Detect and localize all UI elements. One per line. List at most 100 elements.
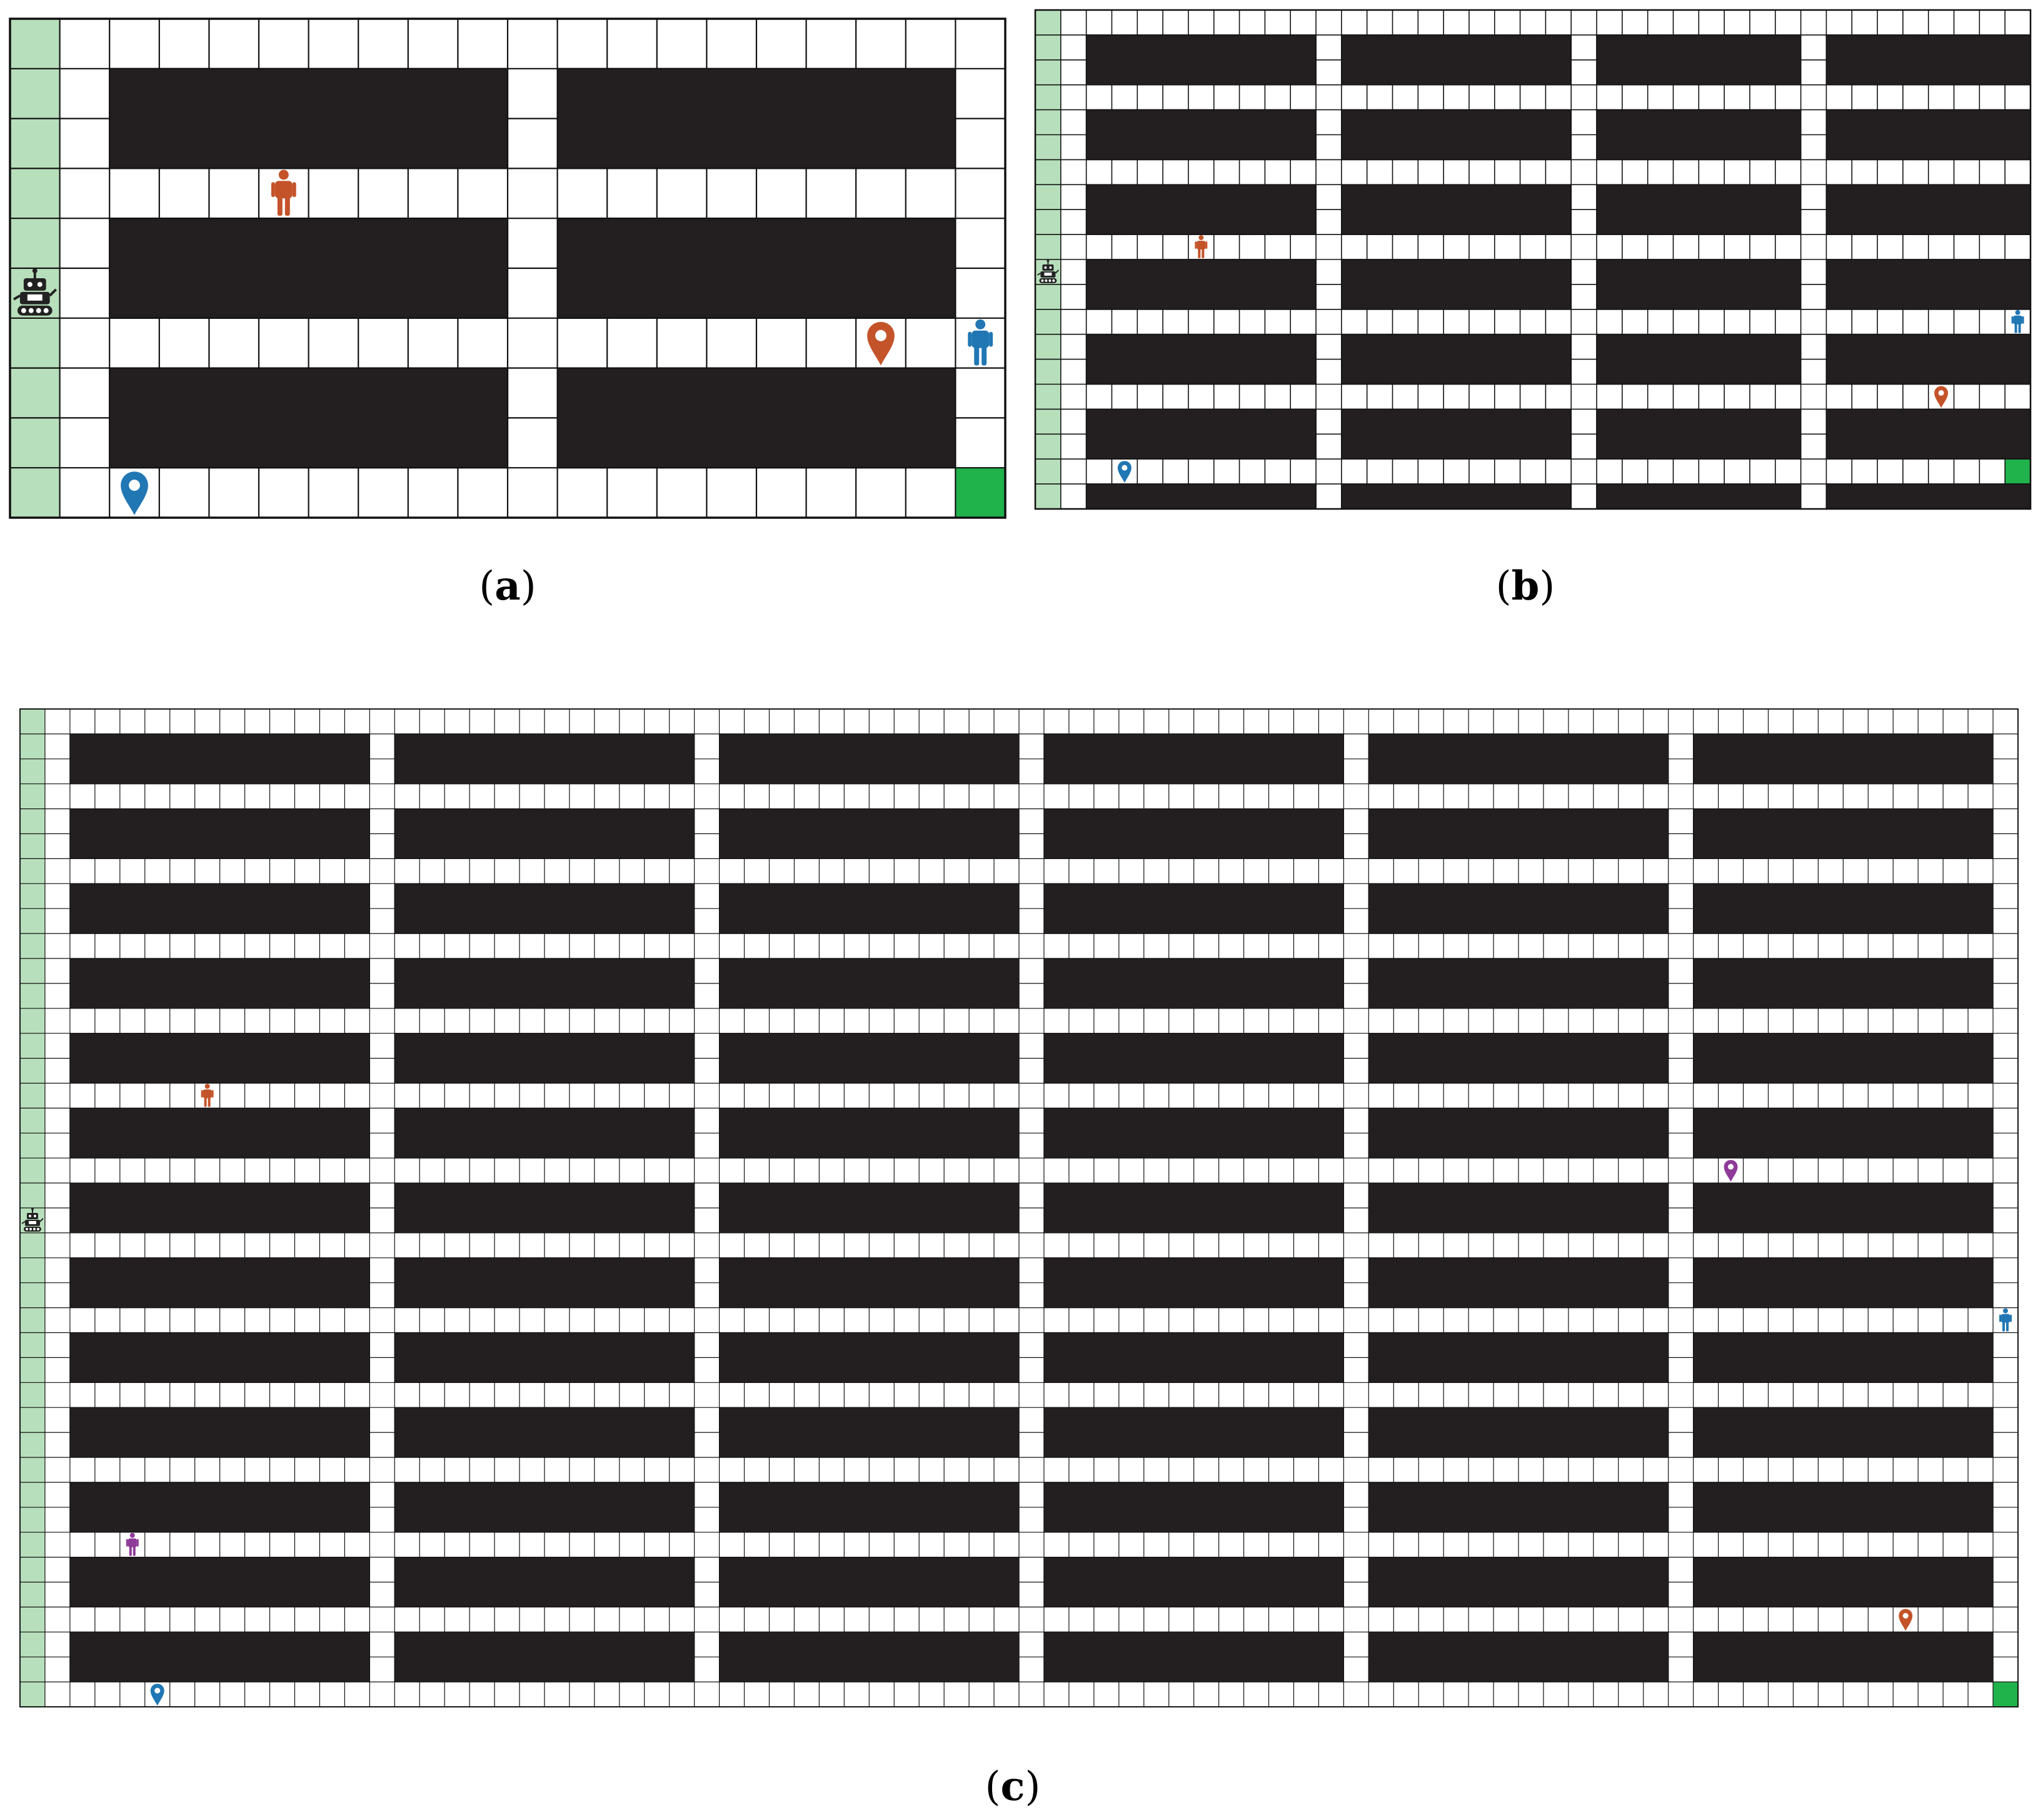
shelf-block <box>69 1407 370 1458</box>
shelf-block <box>1043 1182 1344 1234</box>
shelf-block <box>718 1033 1020 1084</box>
robot-icon <box>21 1208 44 1232</box>
goal-cell <box>1993 1682 2018 1707</box>
shelf-block <box>1043 1107 1344 1159</box>
shelf-block <box>394 808 695 860</box>
shelf-block <box>718 808 1020 860</box>
shelf-block <box>556 68 956 169</box>
map-marker-icon <box>150 1684 164 1706</box>
panel-a <box>9 18 1006 519</box>
person-icon <box>271 169 296 216</box>
shelf-block <box>69 1556 370 1607</box>
shelf-block <box>394 1033 695 1084</box>
shelf-block <box>1341 408 1572 460</box>
shelf-block <box>1693 883 1994 934</box>
shelf-block <box>1693 1182 1994 1234</box>
shelf-block <box>1341 333 1572 385</box>
shelf-block <box>1043 1332 1344 1383</box>
shelf-block <box>1368 958 1669 1009</box>
shelf-block <box>69 1332 370 1383</box>
shelf-block <box>1368 1556 1669 1607</box>
caption-c: (c) <box>985 1763 1041 1810</box>
shelf-block <box>1693 1482 1994 1533</box>
shelf-block <box>1341 109 1572 161</box>
shelf-block <box>69 1033 370 1084</box>
panel-b <box>1034 9 2032 510</box>
shelf-block <box>69 1482 370 1533</box>
shelf-block <box>69 733 370 785</box>
grid-border <box>1034 9 2032 510</box>
shelf-block <box>1596 333 1802 385</box>
warehouse-grid-c <box>19 708 2019 1707</box>
shelf-block <box>1596 184 1802 235</box>
shelf-block <box>1596 483 1802 510</box>
shelf-block <box>1368 883 1669 934</box>
shelf-block <box>1693 1332 1994 1383</box>
shelf-block <box>1085 184 1317 235</box>
person-icon <box>968 319 993 366</box>
shelf-block <box>1825 333 2031 385</box>
shelf-block <box>1693 808 1994 860</box>
shelf-block <box>1368 1257 1669 1309</box>
shelf-block <box>394 1556 695 1607</box>
grid-border <box>9 18 1006 519</box>
shelf-block <box>1693 1631 1994 1682</box>
shelf-block <box>1825 259 2031 310</box>
shelf-block <box>1693 1257 1994 1309</box>
shelf-block <box>69 958 370 1009</box>
shelf-block <box>1693 1556 1994 1607</box>
shelf-block <box>1043 1556 1344 1607</box>
shelf-block <box>1596 259 1802 310</box>
shelf-block <box>718 1631 1020 1682</box>
map-marker-icon <box>1934 386 1949 408</box>
robot-icon <box>13 268 58 316</box>
shelf-block <box>109 367 509 469</box>
shelf-block <box>718 1182 1020 1234</box>
shelf-block <box>69 883 370 934</box>
shelf-block <box>1596 34 1802 86</box>
shelf-block <box>109 218 509 319</box>
shelf-block <box>1825 408 2031 460</box>
shelf-block <box>394 1631 695 1682</box>
map-marker-icon <box>867 321 895 366</box>
shelf-block <box>1043 958 1344 1009</box>
shelf-block <box>394 1107 695 1159</box>
shelf-block <box>109 68 509 169</box>
shelf-block <box>1825 184 2031 235</box>
robot-icon <box>1037 259 1060 283</box>
shelf-block <box>394 1332 695 1383</box>
shelf-block <box>718 1556 1020 1607</box>
shelf-block <box>1085 483 1317 510</box>
caption-b: (b) <box>1495 563 1555 610</box>
shelf-block <box>1368 733 1669 785</box>
map-marker-icon <box>121 471 148 515</box>
shelf-block <box>394 958 695 1009</box>
shelf-block <box>1043 1482 1344 1533</box>
shelf-block <box>1043 1257 1344 1309</box>
shelf-block <box>1341 184 1572 235</box>
shelf-block <box>1085 333 1317 385</box>
shelf-block <box>1043 1631 1344 1682</box>
shelf-block <box>394 1182 695 1234</box>
map-marker-icon <box>1724 1160 1738 1182</box>
shelf-block <box>1368 1631 1669 1682</box>
shelf-block <box>1368 1332 1669 1383</box>
shelf-block <box>394 1407 695 1458</box>
shelf-block <box>1043 808 1344 860</box>
shelf-block <box>1368 1407 1669 1458</box>
shelf-block <box>69 1182 370 1234</box>
goal-cell <box>2005 459 2030 485</box>
shelf-block <box>1596 408 1802 460</box>
map-marker-icon <box>1899 1609 1913 1631</box>
shelf-block <box>1368 1107 1669 1159</box>
shelf-block <box>1043 883 1344 934</box>
shelf-block <box>718 733 1020 785</box>
shelf-block <box>718 1257 1020 1309</box>
shelf-block <box>1368 808 1669 860</box>
person-icon <box>201 1083 214 1107</box>
shelf-block <box>1341 483 1572 510</box>
shelf-block <box>1825 109 2031 161</box>
goal-cell <box>955 468 1005 518</box>
shelf-block <box>394 1257 695 1309</box>
shelf-block <box>1341 259 1572 310</box>
